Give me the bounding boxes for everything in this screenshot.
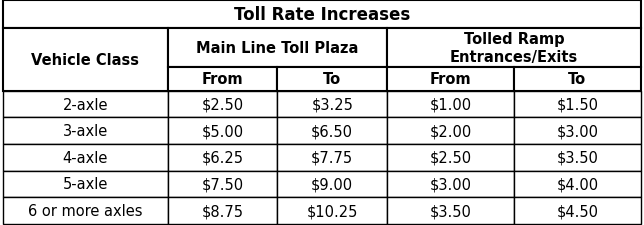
Text: $3.25: $3.25 — [311, 97, 353, 112]
Text: $3.50: $3.50 — [430, 203, 471, 218]
Text: Vehicle Class: Vehicle Class — [32, 53, 140, 68]
Bar — [387, 197, 514, 224]
Bar — [387, 171, 514, 197]
Text: $6.25: $6.25 — [202, 150, 243, 165]
Bar — [514, 197, 641, 224]
Bar — [3, 144, 167, 171]
Text: $6.50: $6.50 — [311, 124, 353, 139]
Text: $2.50: $2.50 — [202, 97, 243, 112]
Text: $1.50: $1.50 — [556, 97, 598, 112]
Text: $2.50: $2.50 — [430, 150, 471, 165]
Text: 6 or more axles: 6 or more axles — [28, 203, 143, 218]
Bar — [167, 118, 278, 144]
Text: 3-axle: 3-axle — [63, 124, 108, 139]
Bar — [387, 91, 514, 118]
Text: $3.00: $3.00 — [556, 124, 598, 139]
Bar — [3, 1, 641, 29]
Bar — [167, 197, 278, 224]
Bar — [514, 171, 641, 197]
Text: Toll Rate Increases: Toll Rate Increases — [234, 6, 410, 24]
Text: $3.00: $3.00 — [430, 177, 471, 191]
Text: Tolled Ramp
Entrances/Exits: Tolled Ramp Entrances/Exits — [450, 32, 578, 65]
Text: From: From — [430, 72, 471, 87]
Bar — [167, 171, 278, 197]
Text: $4.00: $4.00 — [556, 177, 598, 191]
Bar — [3, 91, 167, 118]
Bar — [514, 91, 641, 118]
Text: $7.50: $7.50 — [202, 177, 243, 191]
Text: $7.75: $7.75 — [311, 150, 354, 165]
Text: 5-axle: 5-axle — [62, 177, 108, 191]
Bar — [167, 68, 278, 91]
Bar — [278, 118, 387, 144]
Text: $4.50: $4.50 — [556, 203, 598, 218]
Text: 4-axle: 4-axle — [62, 150, 108, 165]
Text: $3.50: $3.50 — [556, 150, 598, 165]
Bar — [514, 118, 641, 144]
Bar — [3, 197, 167, 224]
Text: $1.00: $1.00 — [430, 97, 471, 112]
Text: $8.75: $8.75 — [202, 203, 243, 218]
Bar — [3, 29, 167, 91]
Bar — [278, 171, 387, 197]
Bar — [278, 197, 387, 224]
Text: $9.00: $9.00 — [311, 177, 354, 191]
Bar — [167, 29, 387, 68]
Bar — [278, 91, 387, 118]
Bar — [387, 144, 514, 171]
Bar — [387, 29, 641, 68]
Text: Main Line Toll Plaza: Main Line Toll Plaza — [196, 41, 359, 56]
Text: From: From — [202, 72, 243, 87]
Bar — [514, 68, 641, 91]
Text: $10.25: $10.25 — [307, 203, 358, 218]
Text: 2-axle: 2-axle — [62, 97, 108, 112]
Bar — [3, 118, 167, 144]
Bar — [278, 68, 387, 91]
Text: To: To — [323, 72, 341, 87]
Bar — [514, 144, 641, 171]
Bar — [167, 91, 278, 118]
Text: To: To — [568, 72, 587, 87]
Bar — [387, 118, 514, 144]
Bar — [278, 144, 387, 171]
Bar — [387, 68, 514, 91]
Bar — [167, 144, 278, 171]
Bar — [3, 171, 167, 197]
Text: $2.00: $2.00 — [430, 124, 471, 139]
Text: $5.00: $5.00 — [202, 124, 243, 139]
